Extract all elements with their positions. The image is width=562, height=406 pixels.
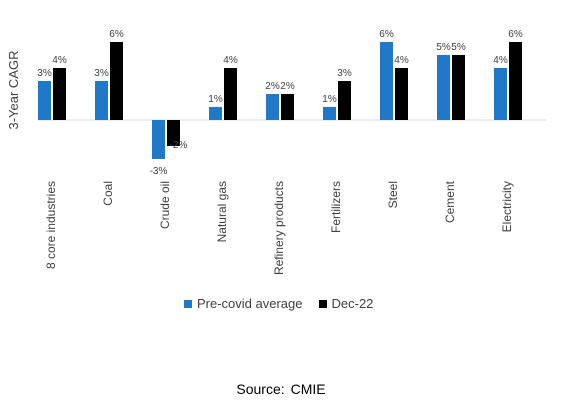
bar-pre-covid-average-steel [380,42,393,120]
bar-dec-22-crude-oil [167,120,180,146]
y-axis-label: 3-Year CAGR [6,51,21,130]
category-label-refinery-products: Refinery products [272,181,286,275]
bar-pre-covid-average-crude-oil [152,120,165,159]
legend-item-dec-22: Dec-22 [318,296,374,311]
bar-dec-22-fertilizers [338,81,351,120]
value-label-pre-covid-average-cement: 5% [436,42,451,53]
legend-label-pre-covid: Pre-covid average [197,296,303,311]
value-label-pre-covid-average-8-core-industries: 3% [37,68,52,79]
value-label-pre-covid-average-electricity: 4% [493,55,508,66]
source-value: CMIE [290,381,326,397]
value-label-pre-covid-average-fertilizers: 1% [322,94,337,105]
category-label-crude-oil: Crude oil [158,181,172,229]
legend-swatch-dec-22 [318,299,327,308]
source-label: Source: [236,381,285,397]
bar-dec-22-electricity [509,42,522,120]
category-label-steel: Steel [386,181,400,208]
category-label-natural-gas: Natural gas [215,181,229,242]
value-label-dec-22-coal: 6% [109,29,124,40]
category-label-fertilizers: Fertilizers [329,181,343,233]
category-label-group: 8 core industries Coal Crude oil Natural ga… [44,180,514,275]
bar-group [38,42,522,159]
bar-pre-covid-average-coal [95,81,108,120]
value-label-dec-22-refinery-products: 2% [280,81,295,92]
value-label-group: 3%4%3%6%-3%-2%1%4%2% 2%1%3%6%4%5% 5%4%6% [37,29,523,177]
bar-dec-22-cement [452,55,465,120]
source-note: Source: CMIE [0,381,562,397]
category-label-coal: Coal [101,181,115,206]
value-label-pre-covid-average-natural-gas: 1% [208,94,223,105]
value-label-dec-22-fertilizers: 3% [337,68,352,79]
value-label-pre-covid-average-refinery-products: 2% [265,81,280,92]
category-label-cement: Cement [443,180,457,223]
bar-pre-covid-average-electricity [494,68,507,120]
bar-dec-22-natural-gas [224,68,237,120]
bar-dec-22-refinery-products [281,94,294,120]
bar-pre-covid-average-cement [437,55,450,120]
value-label-dec-22-8-core-industries: 4% [52,55,67,66]
bar-pre-covid-average-fertilizers [323,107,336,120]
value-label-dec-22-natural-gas: 4% [223,55,238,66]
legend-item-pre-covid: Pre-covid average [184,296,303,311]
value-label-pre-covid-average-steel: 6% [379,29,394,40]
bar-pre-covid-average-8-core-industries [38,81,51,120]
legend-swatch-pre-covid [184,299,192,308]
bar-dec-22-steel [395,68,408,120]
bar-dec-22-8-core-industries [53,68,66,120]
category-label-8-core-industries: 8 core industries [44,181,58,269]
bar-dec-22-coal [110,42,123,120]
bar-pre-covid-average-refinery-products [266,94,279,120]
legend-label-dec-22: Dec-22 [331,296,374,311]
value-label-pre-covid-average-coal: 3% [94,68,109,79]
legend: Pre-covid average Dec-22 [184,296,389,311]
bar-pre-covid-average-natural-gas [209,107,222,120]
value-label-dec-22-cement: 5% [451,42,466,53]
category-label-electricity: Electricity [500,181,514,232]
value-label-dec-22-electricity: 6% [508,29,523,40]
value-label-dec-22-steel: 4% [394,55,409,66]
value-label-pre-covid-average-crude-oil: -3% [150,166,168,177]
value-label-dec-22-crude-oil: -2% [170,140,188,151]
